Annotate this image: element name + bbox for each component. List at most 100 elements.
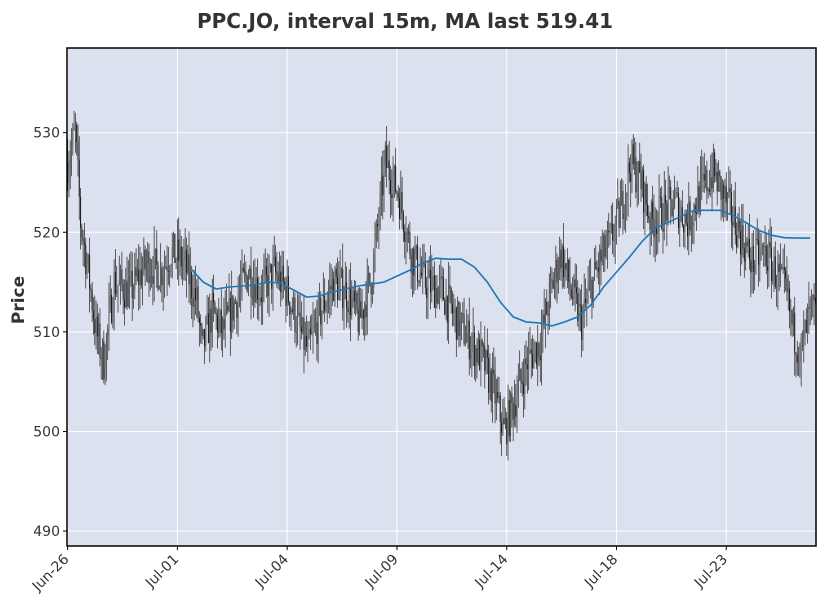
- candle-body: [178, 239, 180, 261]
- candle-body: [674, 194, 676, 208]
- candle-body: [289, 302, 291, 315]
- candle-body: [583, 299, 585, 313]
- candle-body: [413, 248, 415, 276]
- candle-body: [373, 254, 375, 289]
- candle-body: [810, 296, 812, 300]
- candle-body: [388, 160, 390, 181]
- candle-body: [167, 270, 169, 272]
- candle-body: [297, 313, 299, 333]
- candle-body: [264, 266, 266, 275]
- x-tick-label: Jul-09: [362, 552, 402, 592]
- candle-body: [260, 297, 262, 303]
- candle-body: [339, 273, 341, 281]
- candle-body: [188, 254, 190, 285]
- candle-body: [711, 177, 713, 189]
- candle-body: [451, 304, 453, 314]
- candle-body: [510, 393, 512, 436]
- candle-body: [702, 174, 704, 175]
- candle-body: [677, 193, 679, 229]
- candle-body: [148, 251, 150, 283]
- candle-body: [661, 197, 663, 229]
- candle-body: [192, 298, 194, 307]
- candle-body: [665, 194, 667, 204]
- candle-body: [525, 358, 527, 365]
- candle-body: [176, 239, 178, 260]
- candle-body: [516, 398, 518, 417]
- candle-body: [559, 249, 561, 272]
- candle-body: [578, 304, 580, 321]
- x-tick-label: Jul-04: [252, 551, 292, 591]
- candle-body: [326, 302, 328, 308]
- candle-body: [720, 176, 722, 200]
- candle-body: [152, 276, 154, 284]
- candle-body: [577, 293, 579, 321]
- candle-body: [278, 271, 280, 283]
- candle-body: [428, 270, 430, 279]
- candle-body: [303, 317, 305, 350]
- candle-body: [246, 276, 248, 291]
- candle-body: [147, 251, 149, 264]
- candle-body: [692, 222, 694, 226]
- candle-body: [493, 369, 495, 375]
- candle-body: [415, 245, 417, 254]
- candle-body: [193, 288, 195, 307]
- candle-body: [358, 301, 360, 333]
- candle-body: [383, 164, 385, 196]
- candle-body: [322, 294, 324, 312]
- candle-body: [622, 191, 624, 220]
- candle-body: [77, 142, 79, 160]
- candle-body: [321, 311, 323, 325]
- candle-body: [401, 191, 403, 213]
- candle-body: [102, 340, 104, 359]
- candle-body: [605, 248, 607, 257]
- candle-body: [792, 312, 794, 325]
- candle-body: [679, 215, 681, 229]
- candle-body: [424, 263, 426, 288]
- candle-body: [449, 284, 451, 289]
- candle-body: [361, 310, 363, 318]
- candle-body: [330, 285, 332, 290]
- candle-body: [444, 299, 446, 315]
- candle-body: [179, 246, 181, 261]
- candle-body: [419, 272, 421, 283]
- candle-body: [546, 302, 548, 315]
- candle-body: [342, 269, 344, 309]
- candle-body: [732, 222, 734, 225]
- candle-body: [405, 241, 407, 243]
- candle-body: [776, 286, 778, 288]
- candle-body: [435, 287, 437, 309]
- candle-body: [440, 276, 442, 280]
- candle-body: [473, 332, 475, 367]
- candle-body: [94, 318, 96, 334]
- candle-body: [411, 248, 413, 273]
- candle-body: [442, 278, 444, 300]
- candle-body: [364, 304, 366, 320]
- candle-body: [256, 278, 258, 300]
- candle-body: [645, 184, 647, 205]
- candle-body: [750, 260, 752, 273]
- candle-body: [126, 280, 128, 307]
- candle-body: [223, 319, 225, 329]
- candle-body: [348, 286, 350, 313]
- candle-body: [316, 322, 318, 344]
- candle-body: [163, 267, 165, 278]
- plot-area: [67, 48, 816, 546]
- candle-body: [808, 307, 810, 309]
- candle-body: [295, 331, 297, 333]
- candle-body: [347, 308, 349, 313]
- candle-body: [240, 285, 242, 293]
- candle-body: [502, 418, 504, 434]
- candle-body: [779, 266, 781, 272]
- candle-body: [466, 333, 468, 343]
- candle-body: [91, 291, 93, 312]
- candle-body: [768, 242, 770, 271]
- candle-body: [606, 230, 608, 249]
- candle-body: [83, 241, 85, 245]
- candle-body: [718, 171, 720, 192]
- candle-body: [785, 270, 787, 279]
- candle-body: [271, 264, 273, 289]
- candle-body: [205, 320, 207, 347]
- candle-body: [484, 346, 486, 372]
- candle-body: [151, 276, 153, 277]
- candle-body: [800, 337, 802, 361]
